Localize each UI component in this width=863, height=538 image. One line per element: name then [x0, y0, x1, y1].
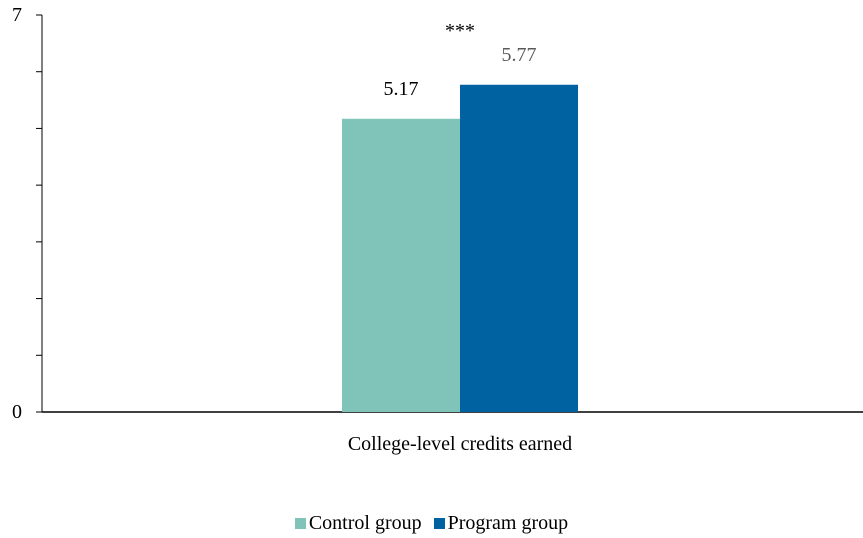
legend-item: Program group [433, 512, 569, 535]
x-axis: College-level credits earned [42, 411, 863, 455]
legend-label: Control group [308, 512, 422, 534]
bar-program-group [460, 84, 578, 412]
bar-control-group [342, 118, 460, 412]
data-labels: 5.17 5.77 *** [384, 20, 537, 100]
data-label: 5.17 [384, 78, 419, 100]
legend-item: Control group [294, 512, 422, 535]
x-category-label: College-level credits earned [348, 433, 572, 455]
data-label: 5.77 [502, 44, 537, 66]
bars [342, 84, 578, 412]
y-axis: 07 [12, 4, 43, 423]
legend: Control group Program group [0, 512, 863, 535]
legend-swatch [294, 518, 306, 529]
significance-stars: *** [445, 20, 475, 42]
legend-swatch [433, 518, 445, 529]
y-tick-label: 7 [12, 4, 22, 26]
y-tick-label: 0 [12, 401, 22, 423]
legend-label: Program group [447, 512, 569, 534]
